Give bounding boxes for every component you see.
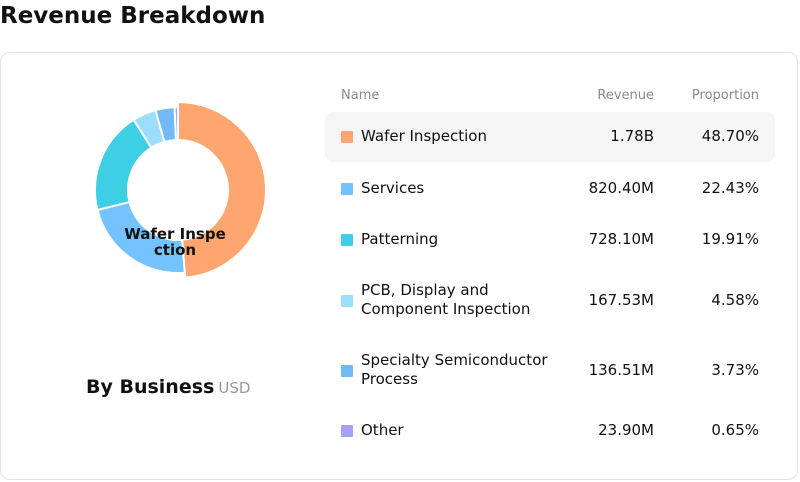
donut-slice[interactable] (177, 100, 268, 279)
row-proportion: 3.73% (711, 361, 759, 379)
row-name: Services (361, 179, 425, 197)
legend-swatch (341, 425, 353, 437)
chart-label: By Business (86, 376, 215, 398)
row-name: Other (361, 421, 404, 439)
table-row[interactable]: Wafer Inspection 1.78B 48.70% (325, 112, 775, 162)
row-proportion: 4.58% (711, 291, 759, 309)
donut-chart (88, 100, 268, 280)
donut-slice[interactable] (173, 105, 179, 142)
table-row[interactable]: Other 23.90M 0.65% (325, 405, 775, 455)
row-name: Specialty Semiconductor Process (361, 351, 548, 388)
donut-center-label: Wafer Inspection (124, 225, 226, 259)
table-row[interactable]: Services 820.40M 22.43% (325, 163, 775, 214)
chart-unit: USD (218, 379, 251, 397)
row-revenue: 820.40M (588, 179, 654, 197)
legend-swatch (341, 131, 353, 143)
row-proportion: 19.91% (701, 230, 759, 248)
legend-swatch (341, 365, 353, 377)
table-row[interactable]: Patterning 728.10M 19.91% (325, 214, 775, 265)
column-header-name[interactable]: Name (341, 88, 380, 103)
table-header: Name Revenue Proportion (325, 82, 775, 112)
legend-swatch (341, 295, 353, 307)
row-revenue: 136.51M (588, 361, 654, 379)
legend-swatch (341, 234, 353, 246)
row-name: Patterning (361, 230, 439, 248)
row-name: Wafer Inspection (361, 127, 487, 145)
row-revenue: 167.53M (588, 291, 654, 309)
legend-swatch (341, 183, 353, 195)
table-row[interactable]: PCB, Display and Component Inspection 16… (325, 265, 775, 335)
page-title: Revenue Breakdown (0, 3, 266, 29)
row-revenue: 1.78B (610, 127, 654, 145)
column-header-revenue[interactable]: Revenue (597, 88, 654, 103)
row-proportion: 48.70% (701, 127, 759, 145)
donut-svg (94, 100, 268, 279)
column-header-proportion[interactable]: Proportion (691, 88, 759, 103)
row-revenue: 728.10M (588, 230, 654, 248)
row-revenue: 23.90M (598, 421, 654, 439)
chart-caption: By Business USD (86, 376, 250, 398)
row-proportion: 0.65% (711, 421, 759, 439)
revenue-table: Name Revenue Proportion Wafer Inspection… (325, 82, 775, 455)
table-row[interactable]: Specialty Semiconductor Process 136.51M … (325, 335, 775, 405)
row-name: PCB, Display and Component Inspection (361, 281, 531, 318)
row-proportion: 22.43% (701, 179, 759, 197)
